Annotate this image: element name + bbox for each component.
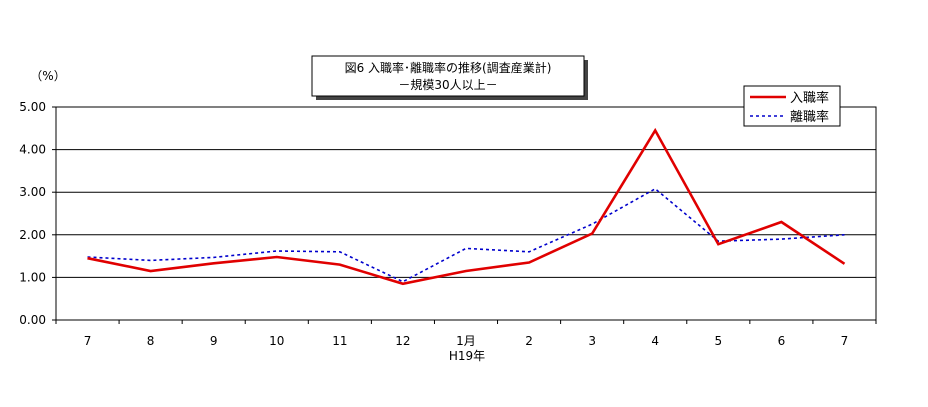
x-tick-label-6: 1月	[456, 334, 476, 348]
x-tick-labels: 7 8 9 10 11 12 1月 2 3 4 5 6 7	[84, 334, 849, 348]
x-tick-label-9: 4	[651, 334, 659, 348]
x-tick-label-4: 11	[332, 334, 347, 348]
x-tick-label-3: 10	[269, 334, 284, 348]
x-tick-label-0: 7	[84, 334, 92, 348]
x-tick-label-8: 3	[588, 334, 596, 348]
x-tick-label-7: 2	[525, 334, 533, 348]
series-line-1	[87, 187, 845, 283]
legend-frame	[743, 85, 841, 127]
y-tick-label-0: 0.00	[19, 313, 46, 327]
legend-label-1: 離職率	[790, 109, 829, 125]
x-tick-label-1: 8	[147, 334, 155, 348]
x-tick-label-10: 5	[714, 334, 722, 348]
y-tick-label-3: 3.00	[19, 185, 46, 199]
x-tick-label-2: 9	[210, 334, 218, 348]
x-tick-label-5: 12	[395, 334, 410, 348]
y-tick-label-4: 4.00	[19, 143, 46, 157]
y-tick-label-1: 1.00	[19, 270, 46, 284]
axes	[55, 106, 877, 324]
plot-area-frame	[55, 106, 877, 321]
x-tick-label-12: 7	[841, 334, 849, 348]
chart-subtitle: －規模30人以上－	[398, 77, 497, 92]
legend: 入職率 離職率	[743, 85, 841, 127]
chart-title: 図6 入職率･離職率の推移(調査産業計)	[345, 60, 552, 75]
series-lines	[87, 127, 846, 286]
y-tick-label-5: 5.00	[19, 100, 46, 114]
x-tick-label-11: 6	[778, 334, 786, 348]
grid-lines	[52, 106, 876, 321]
title-box: 図6 入職率･離職率の推移(調査産業計) －規模30人以上－	[311, 55, 588, 100]
y-tick-labels: 0.00 1.00 2.00 3.00 4.00 5.00	[19, 100, 46, 327]
y-unit-label: （%）	[30, 69, 65, 83]
legend-label-0: 入職率	[790, 90, 829, 106]
x-sub-label: H19年	[449, 349, 485, 363]
title-box-frame	[311, 55, 585, 97]
y-tick-label-2: 2.00	[19, 228, 46, 242]
series-line-0	[87, 127, 846, 286]
